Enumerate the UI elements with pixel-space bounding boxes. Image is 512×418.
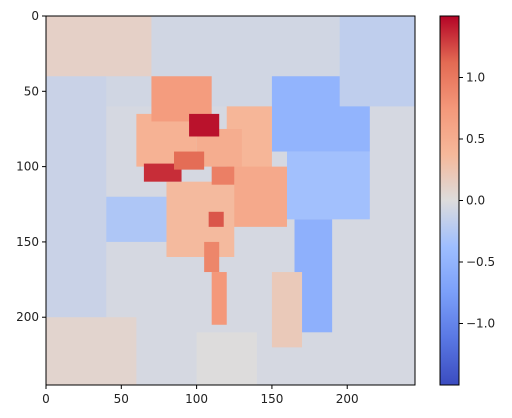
heatmap-region xyxy=(339,16,415,107)
heatmap-hotspot xyxy=(174,151,205,170)
heatmap-region xyxy=(226,166,287,227)
x-tick-label: 0 xyxy=(42,392,50,406)
heatmap-region xyxy=(211,272,227,325)
heatmap-hotspot xyxy=(208,211,224,227)
heatmap-hotspot xyxy=(204,241,220,273)
x-tick-label: 100 xyxy=(185,392,208,406)
y-tick-label: 200 xyxy=(16,310,39,324)
heatmap-region xyxy=(286,151,370,220)
heatmap-region xyxy=(46,317,137,385)
colorbar-tick-label: 0.5 xyxy=(466,132,485,146)
x-tick-label: 200 xyxy=(336,392,359,406)
y-tick-label: 150 xyxy=(16,235,39,249)
heatmap-hotspot xyxy=(211,166,235,185)
colorbar-ticks: 1.0 0.5 0.0 −0.5 −1.0 xyxy=(459,71,495,331)
heatmap-region xyxy=(106,196,167,242)
y-tick-label: 50 xyxy=(24,84,39,98)
heatmap-region xyxy=(196,332,257,385)
heatmap-hotspot xyxy=(189,113,220,137)
y-tick-label: 0 xyxy=(31,9,39,23)
heatmap-region xyxy=(46,16,152,77)
x-tick-label: 150 xyxy=(260,392,283,406)
plot-frame xyxy=(45,15,416,386)
heatmap-plot-area xyxy=(46,16,415,385)
x-tick-label: 50 xyxy=(114,392,129,406)
heatmap-hotspot xyxy=(143,163,182,182)
heatmap-region xyxy=(271,272,303,348)
x-axis: 0 50 100 150 200 xyxy=(42,385,359,406)
heatmap-cells xyxy=(46,16,415,385)
colorbar: 1.0 0.5 0.0 −0.5 −1.0 xyxy=(439,15,495,386)
colorbar-tick-label: −0.5 xyxy=(466,255,495,269)
y-axis: 0 50 100 150 200 xyxy=(16,9,46,324)
colorbar-gradient xyxy=(440,16,459,385)
colorbar-tick-label: 0.0 xyxy=(466,194,485,208)
y-tick-label: 100 xyxy=(16,160,39,174)
colorbar-tick-label: 1.0 xyxy=(466,71,485,85)
heatmap-region xyxy=(166,181,235,257)
colorbar-tick-label: −1.0 xyxy=(466,317,495,331)
